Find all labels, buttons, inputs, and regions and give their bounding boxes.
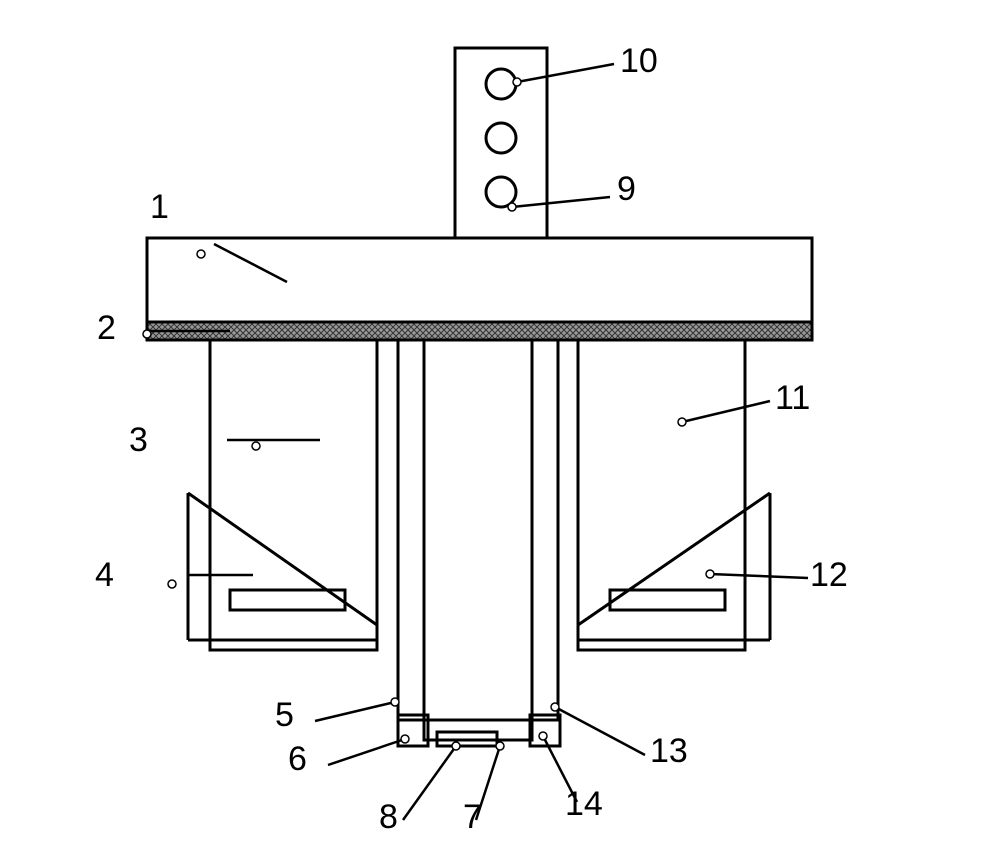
label-6: 6 [288, 740, 307, 778]
technical-diagram: 1234567891011121314 [0, 0, 1000, 853]
label-12: 12 [810, 556, 848, 594]
label-5: 5 [275, 696, 294, 734]
label-11: 11 [775, 379, 810, 417]
label-2: 2 [97, 309, 116, 347]
label-1: 1 [150, 188, 169, 226]
label-4: 4 [95, 556, 114, 594]
label-10: 10 [620, 42, 658, 80]
label-14: 14 [565, 785, 603, 823]
label-13: 13 [650, 732, 688, 770]
label-7: 7 [463, 798, 482, 836]
label-9: 9 [617, 170, 636, 208]
label-8: 8 [379, 798, 398, 836]
label-3: 3 [129, 421, 148, 459]
